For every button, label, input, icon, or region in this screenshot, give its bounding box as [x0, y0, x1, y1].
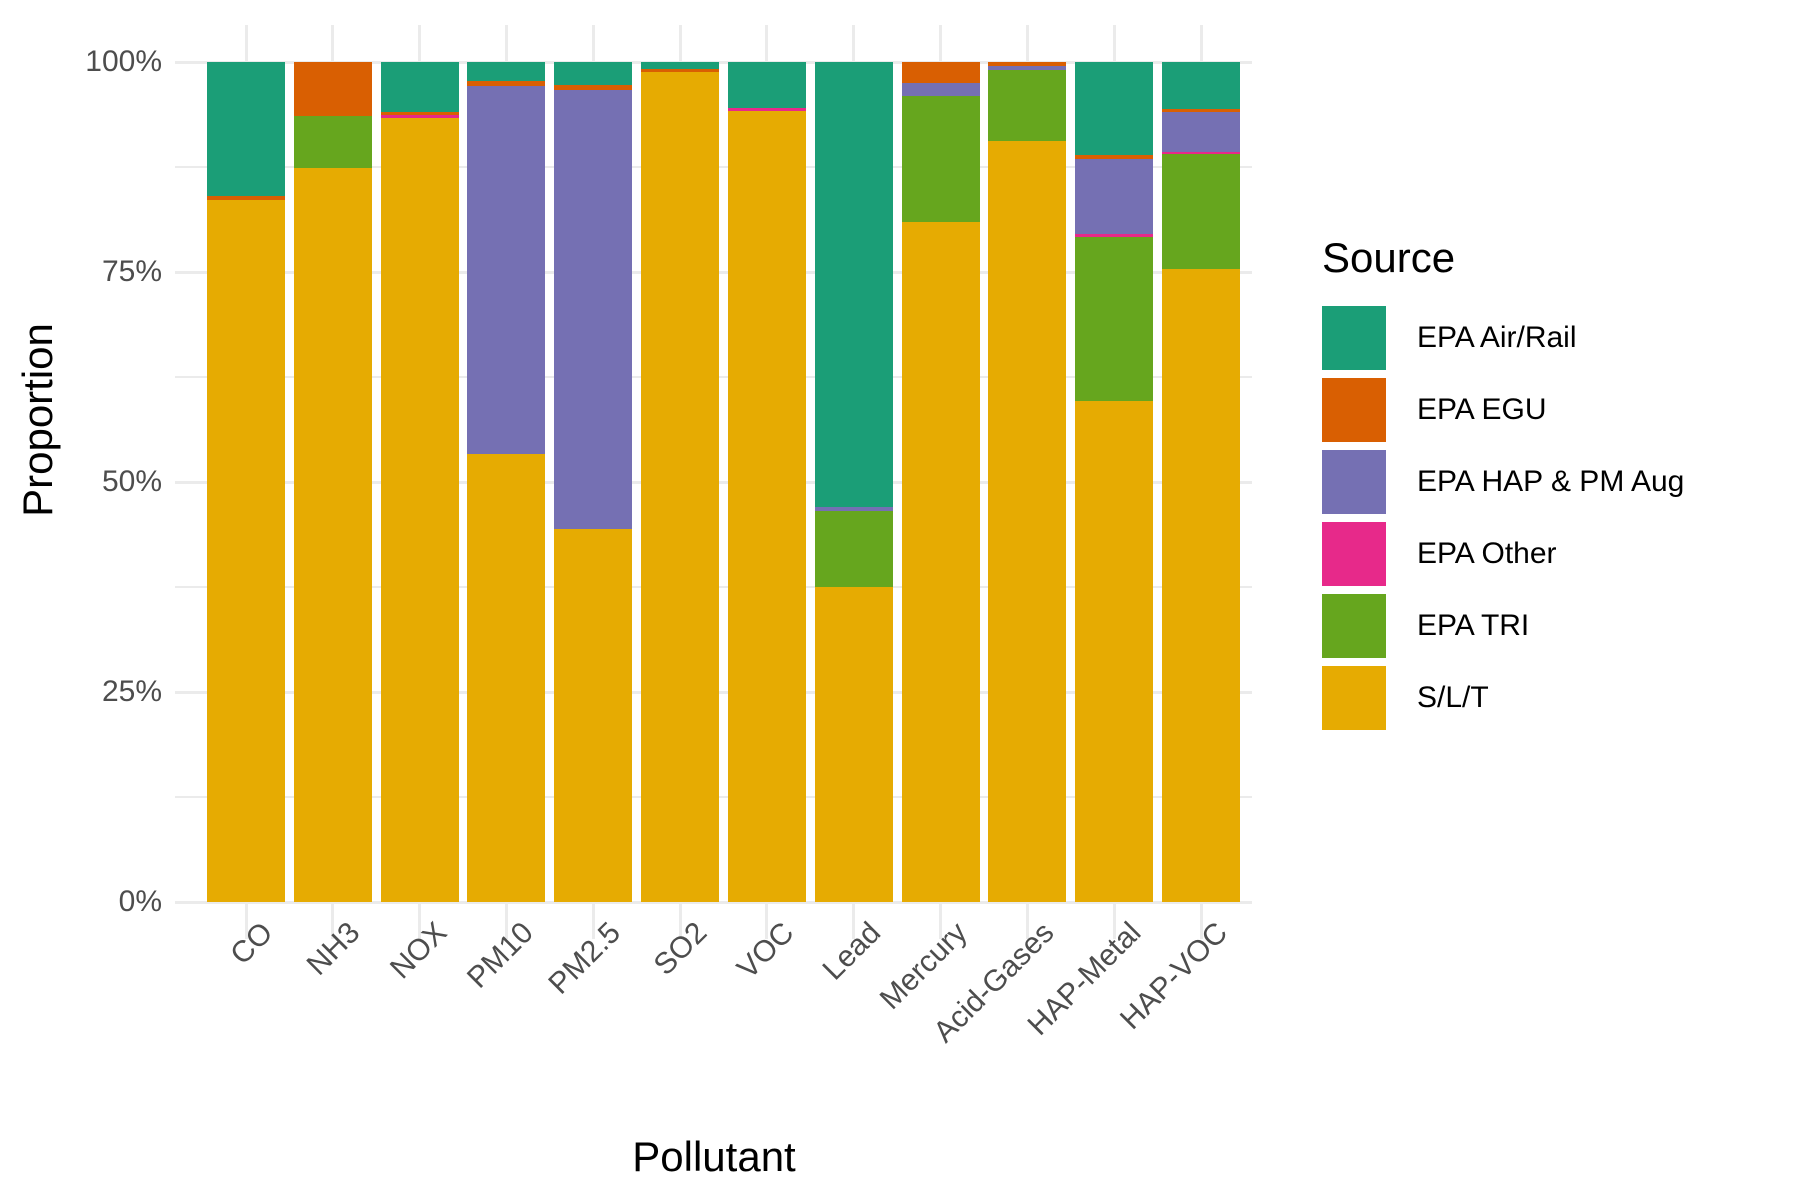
bar-segment-hap-metal-epa-tri — [1075, 236, 1154, 402]
bar-segment-so2-s-l-t — [641, 72, 720, 902]
legend-label-epa-hap-pm-aug: EPA HAP & PM Aug — [1417, 465, 1685, 498]
y-axis-title: Proportion — [14, 323, 61, 517]
bar-segment-pm2-5-epa-hap-pm-aug — [554, 89, 633, 530]
bar-segment-co-epa-egu — [207, 196, 285, 200]
bar-segment-lead-epa-tri — [814, 511, 893, 587]
bar-segment-so2-epa-egu — [641, 69, 720, 73]
legend-key-epa-other — [1322, 522, 1386, 586]
bar-segment-pm10-s-l-t — [467, 454, 546, 902]
bar-segment-nh3-epa-tri — [293, 115, 372, 168]
legend-label-epa-air-rail: EPA Air/Rail — [1417, 321, 1577, 354]
bar-segment-pm2-5-epa-air-rail — [554, 62, 633, 85]
bar-segment-co-s-l-t — [207, 199, 285, 902]
bar-segment-lead-s-l-t — [814, 587, 893, 902]
legend-label-epa-other: EPA Other — [1417, 537, 1557, 570]
bar-segment-nh3-epa-egu — [293, 62, 372, 116]
legend-key-s-l-t — [1322, 666, 1386, 730]
legend-key-epa-hap-pm-aug — [1322, 450, 1386, 514]
bar-segment-nh3-s-l-t — [293, 167, 372, 902]
legend-key-epa-egu — [1322, 378, 1386, 442]
bar-segment-voc-epa-air-rail — [727, 62, 806, 109]
bar-segment-nox-epa-other — [380, 115, 459, 119]
bar-segment-mercury-epa-tri — [901, 95, 980, 222]
bar-segment-pm2-5-s-l-t — [554, 529, 633, 902]
legend-item-epa-egu: EPA EGU — [1322, 378, 1684, 442]
y-tick-label-0: 0% — [118, 885, 162, 918]
legend-key-epa-tri — [1322, 594, 1386, 658]
bar-segment-hap-voc-epa-air-rail — [1162, 62, 1241, 110]
legend-items: EPA Air/Rail EPA EGU EPA HAP & PM Aug EPA O… — [1322, 306, 1684, 730]
bar-segment-hap-metal-epa-hap-pm-aug — [1075, 158, 1154, 235]
legend-label-epa-tri: EPA TRI — [1417, 609, 1530, 642]
bar-segment-acid-gases-epa-hap-pm-aug — [988, 65, 1067, 71]
bar-segment-mercury-s-l-t — [901, 221, 980, 902]
plot-panel — [175, 25, 1252, 939]
bar-segment-hap-voc-epa-tri — [1162, 154, 1241, 269]
bar-segment-co-epa-air-rail — [207, 62, 285, 197]
legend-key-epa-air-rail — [1322, 306, 1386, 370]
gridline-major-y-0 — [175, 900, 1252, 904]
bar-segment-lead-epa-air-rail — [814, 62, 893, 508]
bar-segment-lead-epa-hap-pm-aug — [814, 507, 893, 512]
bar-segment-pm10-epa-hap-pm-aug — [467, 86, 546, 455]
legend-item-epa-air-rail: EPA Air/Rail — [1322, 306, 1684, 370]
bar-segment-pm10-epa-air-rail — [467, 62, 546, 82]
bar-segment-nox-epa-egu — [380, 112, 459, 116]
y-tick-label-50: 50% — [101, 465, 162, 498]
bar-segment-acid-gases-s-l-t — [988, 140, 1067, 902]
legend-item-s-l-t: S/L/T — [1322, 666, 1684, 730]
legend-label-epa-egu: EPA EGU — [1417, 393, 1547, 426]
y-tick-label-100: 100% — [85, 45, 162, 78]
bar-segment-hap-voc-epa-hap-pm-aug — [1162, 112, 1241, 152]
bar-segment-hap-metal-epa-air-rail — [1075, 62, 1154, 156]
bar-segment-nox-epa-air-rail — [380, 62, 459, 113]
legend-item-epa-tri: EPA TRI — [1322, 594, 1684, 658]
bar-segment-acid-gases-epa-tri — [988, 70, 1067, 141]
bar-segment-hap-metal-epa-egu — [1075, 155, 1154, 159]
legend: Source EPA Air/Rail EPA EGU EPA HAP & PM A… — [1322, 234, 1684, 738]
bar-segment-mercury-epa-hap-pm-aug — [901, 83, 980, 96]
bar-segment-hap-voc-epa-other — [1162, 151, 1241, 155]
bar-segment-pm2-5-epa-egu — [554, 84, 633, 90]
bar-segment-acid-gases-epa-egu — [988, 62, 1067, 66]
legend-item-epa-other: EPA Other — [1322, 522, 1684, 586]
bar-segment-hap-voc-s-l-t — [1162, 268, 1241, 902]
bar-segment-voc-s-l-t — [727, 110, 806, 902]
legend-label-s-l-t: S/L/T — [1417, 681, 1489, 714]
y-tick-label-25: 25% — [101, 675, 162, 708]
bar-segment-hap-metal-s-l-t — [1075, 401, 1154, 902]
bar-segment-pm10-epa-egu — [467, 81, 546, 87]
y-tick-label-75: 75% — [101, 255, 162, 288]
bar-segment-hap-voc-epa-egu — [1162, 109, 1241, 113]
bar-segment-mercury-epa-egu — [901, 62, 980, 83]
bar-segment-so2-epa-air-rail — [641, 62, 720, 70]
x-axis-title: Pollutant — [632, 1133, 796, 1180]
bar-segment-hap-metal-epa-other — [1075, 234, 1154, 237]
bar-segment-voc-epa-other — [727, 108, 806, 111]
bar-segment-nox-s-l-t — [380, 118, 459, 902]
legend-item-epa-hap-pm-aug: EPA HAP & PM Aug — [1322, 450, 1684, 514]
legend-title: Source — [1322, 234, 1456, 281]
